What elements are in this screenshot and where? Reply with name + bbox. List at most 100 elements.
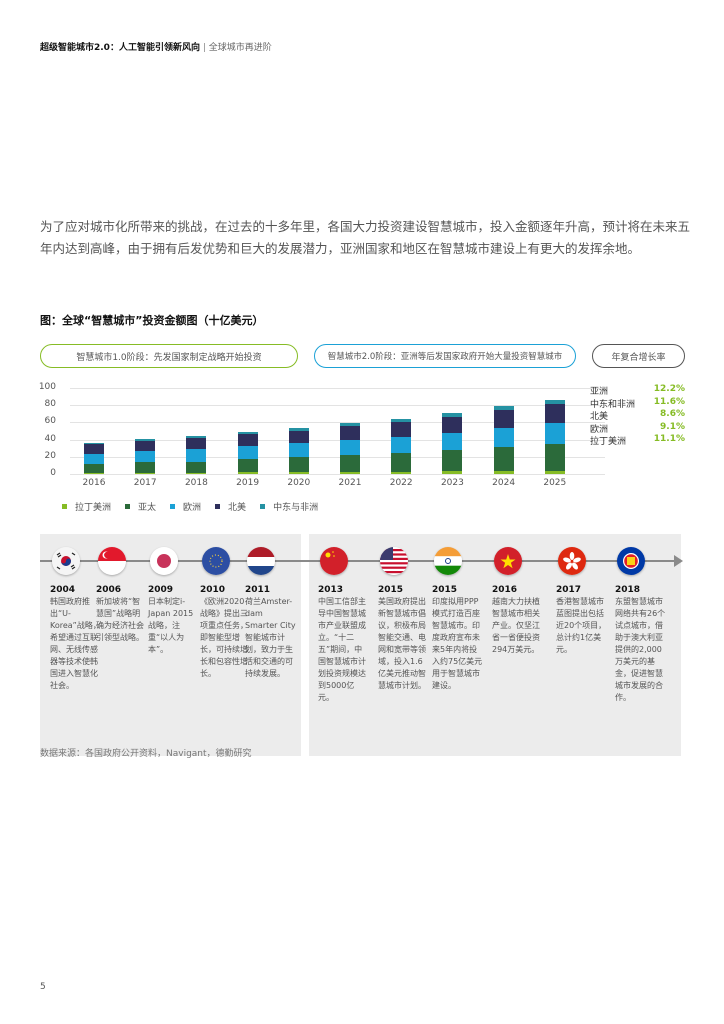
- cagr-row: 拉丁美洲 11.1%: [590, 434, 685, 447]
- vietnam-flag-icon: [494, 547, 522, 575]
- legend-item: 亚太: [125, 500, 156, 513]
- bar-segment: [442, 413, 463, 417]
- gridline: [70, 405, 605, 407]
- legend-label: 亚太: [138, 503, 157, 513]
- event-year: 2006: [96, 585, 122, 595]
- bar-segment: [288, 457, 309, 473]
- timeline-event: 2006 新加坡将“智慧国”战略明确为经济社会引领型战略。: [96, 584, 148, 644]
- legend-item: 北美: [215, 500, 246, 513]
- x-tick-label: 2019: [236, 478, 260, 488]
- timeline-event: 2011 荷兰Amster-dam Smarter City智能城市计划，致力于生…: [245, 584, 297, 680]
- x-tick-label: 2017: [133, 478, 157, 488]
- y-tick-label: 20: [44, 450, 56, 461]
- x-tick-label: 2025: [543, 478, 567, 488]
- legend-swatch-icon: [215, 504, 221, 509]
- phase-1-pill: 智慧城市1.0阶段：先发国家制定战略开始投资: [40, 344, 298, 368]
- figure-title: 图：全球“智慧城市”投资金额图（十亿美元）: [40, 314, 264, 327]
- gridline: [70, 456, 605, 458]
- cagr-pill: 年复合增长率: [592, 344, 685, 368]
- asean-flag-icon: [617, 547, 645, 575]
- bar-segment: [391, 453, 412, 472]
- bar-segment: [544, 470, 565, 474]
- event-text: 韩国政府推出“U-Korea”战略，希望通过互联网、无线传感器等技术使韩国进入智…: [50, 597, 101, 690]
- bar-segment: [442, 450, 463, 472]
- x-tick-label: 2018: [184, 478, 208, 488]
- legend-item: 欧洲: [170, 500, 201, 513]
- bar-segment: [135, 441, 156, 452]
- legend-label: 北美: [228, 503, 247, 513]
- bar-segment: [237, 446, 258, 460]
- singapore-flag-icon: [98, 547, 126, 575]
- x-tick-label: 2023: [440, 478, 464, 488]
- bar-segment: [186, 472, 207, 474]
- bar-segment: [391, 421, 412, 437]
- bar-segment: [288, 472, 309, 474]
- data-source: 数据来源：各国政府公开资料，Navigant，德勤研究: [40, 749, 252, 759]
- x-tick-label: 2021: [338, 478, 362, 488]
- chart-legend: 拉丁美洲 亚太 欧洲 北美 中东与非洲: [62, 500, 318, 513]
- event-year: 2018: [615, 585, 641, 595]
- y-tick-label: 100: [38, 382, 56, 392]
- legend-label: 拉丁美洲: [75, 503, 112, 513]
- legend-swatch-icon: [260, 504, 266, 509]
- eu-flag-icon: [202, 547, 230, 575]
- bar-segment: [340, 440, 360, 456]
- cagr-region: 中东和非洲: [590, 399, 636, 410]
- event-text: 印度拟用PPP模式打造百座智慧城市。印度政府宣布未来5年内将投入约75亿美元用于…: [432, 597, 483, 690]
- header-title: 超级智能城市2.0：人工智能引领新风向: [40, 43, 200, 53]
- event-year: 2016: [492, 585, 518, 595]
- cagr-value: 8.6%: [660, 409, 685, 419]
- event-year: 2010: [200, 585, 226, 595]
- header-subtitle: 全球城市再进阶: [208, 43, 272, 53]
- bar-segment: [186, 461, 207, 473]
- netherlands-flag-icon: [247, 547, 275, 575]
- bar-segment: [391, 436, 412, 454]
- x-tick-label: 2024: [492, 478, 516, 488]
- arrow-right-icon: [674, 555, 683, 567]
- usa-flag-icon: [380, 547, 408, 575]
- cagr-region: 亚洲: [590, 387, 609, 397]
- bar-segment: [544, 422, 565, 445]
- event-year: 2011: [245, 585, 271, 595]
- bar-segment: [493, 410, 514, 428]
- timeline-panel-phase2: [309, 534, 681, 756]
- bar-segment: [288, 431, 309, 444]
- event-text: 中国工信部主导中国智慧城市产业联盟成立。“十二五”期间，中国智慧城市计划投资规模…: [318, 597, 366, 702]
- bar-segment: [186, 436, 207, 439]
- bar-segment: [391, 471, 412, 474]
- page-number: 5: [40, 982, 46, 992]
- bar-segment: [493, 471, 514, 474]
- phase-2-pill: 智慧城市2.0阶段：亚洲等后发国家政府开始大量投资智慧城市: [314, 344, 576, 368]
- timeline-event: 2015 美国政府提出新智慧城市倡议，积极布局智能交通、电网和宽带等领域，投入1.…: [378, 584, 430, 692]
- bar-segment: [135, 472, 156, 474]
- event-year: 2017: [556, 585, 582, 595]
- bar-segment: [288, 443, 309, 458]
- bar-segment: [186, 449, 207, 462]
- bar-segment: [340, 425, 360, 441]
- korea-flag-icon: [52, 547, 80, 575]
- intro-paragraph: 为了应对城市化所带来的挑战，在过去的十多年里，各国大力投资建设智慧城市，投入金额…: [40, 219, 691, 256]
- bar-segment: [442, 432, 463, 451]
- y-tick-label: 0: [50, 468, 56, 478]
- cagr-row: 欧洲 9.1%: [590, 422, 685, 435]
- event-year: 2015: [432, 585, 458, 595]
- x-tick-label: 2022: [389, 478, 413, 488]
- event-text: 新加坡将“智慧国”战略明确为经济社会引领型战略。: [96, 597, 144, 642]
- bar-segment: [186, 438, 207, 450]
- legend-item: 拉丁美洲: [62, 500, 111, 513]
- timeline-event: 2016 越南大力扶植智慧城市相关产业。仅坚江省一省便投资294万美元。: [492, 584, 544, 656]
- event-text: 东盟智慧城市网络共有26个试点城市，借助于澳大利亚提供的2,000万美元的基金，…: [615, 597, 666, 702]
- event-text: 美国政府提出新智慧城市倡议，积极布局智能交通、电网和宽带等领域，投入1.6亿美元…: [378, 597, 426, 690]
- india-flag-icon: [434, 547, 462, 575]
- cagr-row: 中东和非洲 11.6%: [590, 397, 685, 410]
- bar-segment: [493, 406, 514, 411]
- bar-segment: [237, 459, 258, 473]
- timeline-axis: [40, 560, 678, 562]
- bar-segment: [493, 427, 514, 448]
- running-header: 超级智能城市2.0：人工智能引领新风向 | 全球城市再进阶: [40, 40, 272, 53]
- legend-swatch-icon: [62, 504, 67, 509]
- gridline: [70, 422, 605, 424]
- bar-segment: [391, 418, 412, 422]
- bar-segment: [84, 453, 104, 464]
- hongkong-flag-icon: [558, 547, 586, 575]
